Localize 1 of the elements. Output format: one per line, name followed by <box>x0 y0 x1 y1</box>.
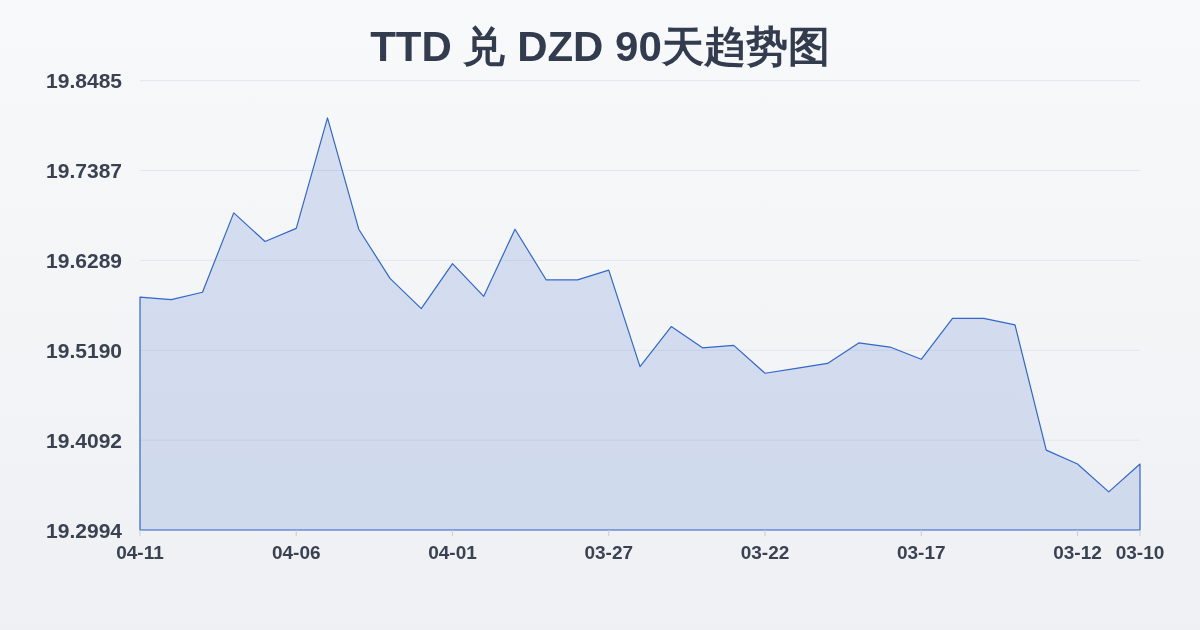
title: TTD 兑 DZD 90天趋势图 <box>370 23 830 70</box>
